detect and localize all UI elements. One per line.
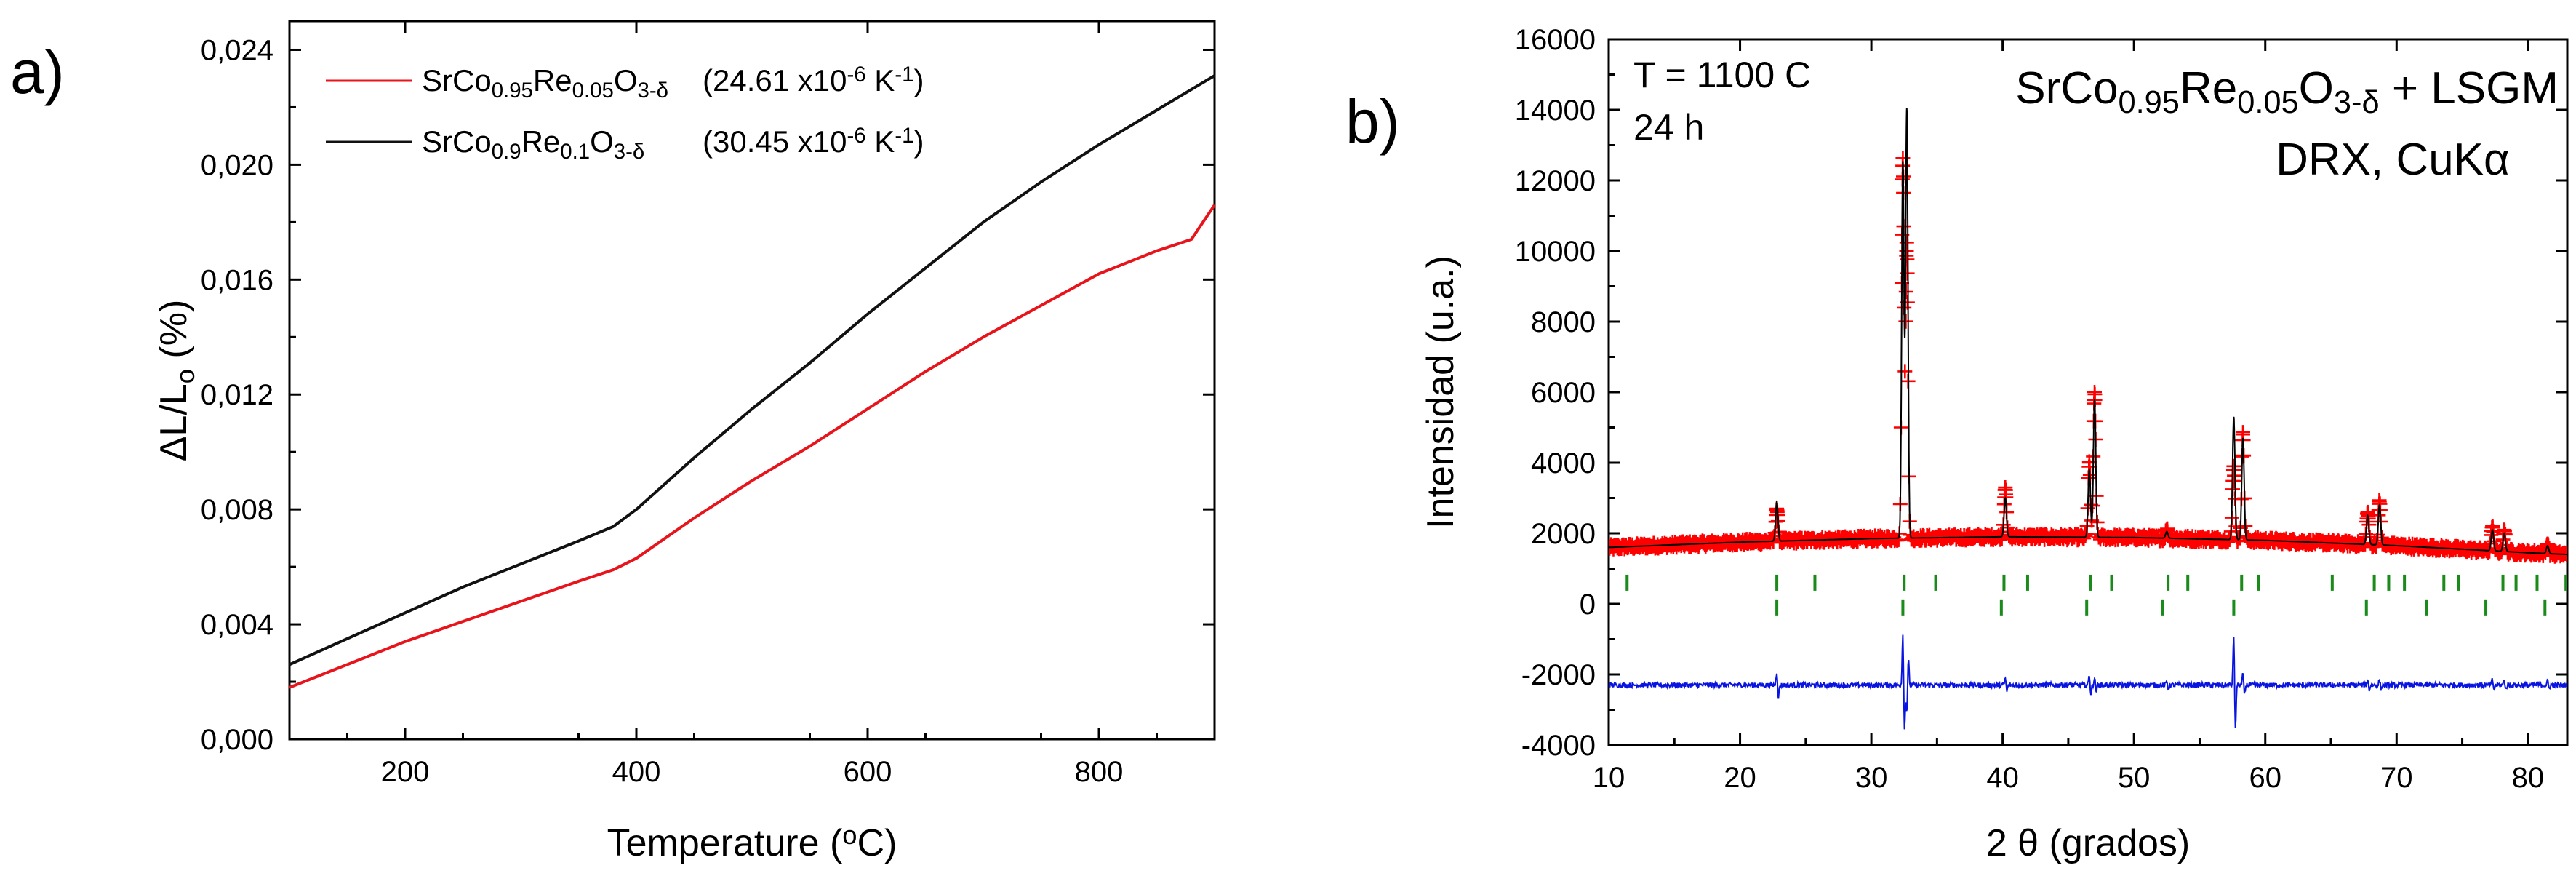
annotation-temperature: T = 1100 C (1633, 55, 1811, 95)
y-tick-label: 8000 (1531, 306, 1596, 338)
x-tick-label: 60 (2249, 762, 2281, 794)
y-tick-label: 16000 (1515, 24, 1596, 56)
y-tick-label: 10000 (1515, 236, 1596, 268)
y-tick-label: 6000 (1531, 377, 1596, 409)
chart-a-frame (288, 20, 1216, 741)
x-tick-label: 10 (1593, 762, 1625, 794)
y-tick-label: -2000 (1521, 659, 1596, 691)
y-tick-label: 12000 (1515, 165, 1596, 197)
annotation-time: 24 h (1633, 107, 1704, 148)
calculated-profile-line (1609, 108, 2567, 556)
legend-label-series-1: SrCo0.95Re0.05O3-δ (422, 63, 668, 103)
x-tick-label: 30 (1855, 762, 1888, 794)
y-tick-label: 0,012 (201, 379, 273, 411)
legend-coefficient-series-1: (24.61 x10-6 K-1) (703, 63, 924, 97)
chart-b-ticks (1607, 38, 2567, 746)
y-tick-label: 0,016 (201, 264, 273, 296)
annotation-technique: DRX, CuKα (2276, 135, 2510, 185)
x-tick-label: 400 (612, 756, 661, 788)
panel-label-a: a) (10, 38, 65, 106)
chart-a-legend: SrCo0.95Re0.05O3-δ (24.61 x10-6 K-1) SrC… (326, 63, 924, 164)
x-tick-label: 800 (1075, 756, 1124, 788)
chart-b-tick-labels: 10 20 30 40 50 60 70 80 -4000 -2000 0 2000 4000 6000 8… (1515, 24, 2544, 794)
chart-b-y-axis-label: Intensidad (u.a.) (1420, 255, 1462, 529)
y-tick-label: 2000 (1531, 518, 1596, 550)
x-tick-label: 40 (1986, 762, 2019, 794)
chart-a-ticks (289, 21, 1215, 741)
x-tick-label: 80 (2512, 762, 2545, 794)
panel-label-b: b) (1345, 87, 1400, 156)
legend-label-series-2: SrCo0.9Re0.1O3-δ (422, 124, 644, 164)
chart-b-x-axis-label: 2 θ (grados) (1986, 822, 2190, 864)
panel-a: a) 200 400 600 800 0,000 0,004 0,008 0,012 0,016… (10, 20, 1216, 864)
annotation-sample-title: SrCo0.95Re0.05O3-δ + LSGM (2015, 63, 2559, 120)
chart-a-x-axis-label: Temperature (oC) (607, 820, 897, 864)
x-tick-label: 200 (381, 756, 430, 788)
y-tick-label: -4000 (1521, 730, 1596, 762)
series-line-2 (289, 74, 1215, 666)
y-tick-label: 0,024 (201, 34, 273, 66)
y-tick-label: 4000 (1531, 447, 1596, 479)
y-tick-label: 0,008 (201, 494, 273, 526)
x-tick-label: 600 (844, 756, 892, 788)
x-tick-label: 70 (2380, 762, 2413, 794)
x-tick-label: 50 (2118, 762, 2151, 794)
y-tick-label: 0,004 (201, 609, 273, 641)
series-line-1 (289, 204, 1215, 689)
difference-curve (1609, 634, 2567, 730)
y-tick-label: 0,020 (201, 149, 273, 181)
legend-coefficient-series-2: (30.45 x10-6 K-1) (703, 124, 924, 159)
chart-a-y-axis-label: ΔL/Lo (%) (153, 300, 200, 462)
y-tick-label: 0 (1580, 589, 1596, 621)
x-tick-label: 20 (1724, 762, 1756, 794)
chart-b-plot-area (1609, 108, 2567, 730)
panel-b: b) 10 20 30 40 50 60 70 80 -4000 -2000 0 2000 4000 60… (1345, 24, 2569, 864)
chart-a-plot-area (289, 74, 1215, 689)
y-tick-label: 14000 (1515, 95, 1596, 127)
y-tick-label: 0,000 (201, 724, 273, 756)
chart-a-tick-labels: 200 400 600 800 0,000 0,004 0,008 0,012 0,016 0,0… (201, 34, 1123, 788)
